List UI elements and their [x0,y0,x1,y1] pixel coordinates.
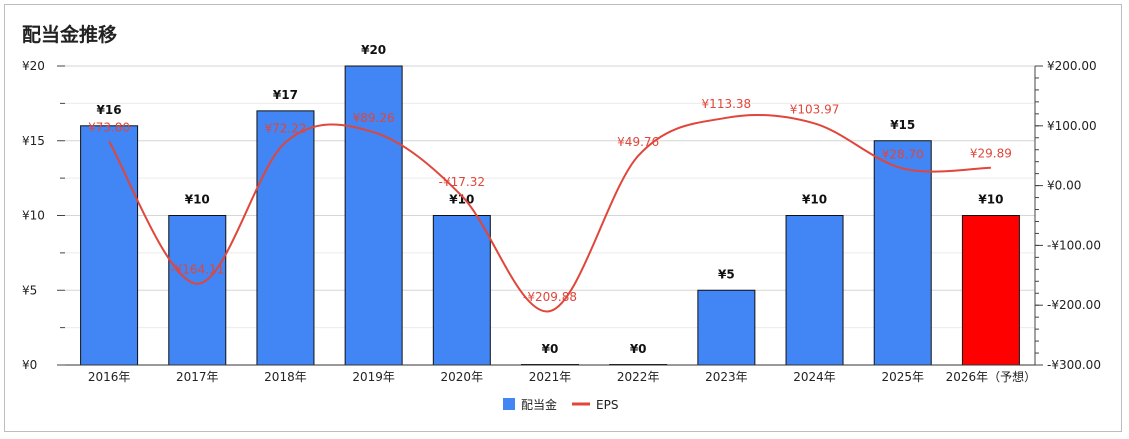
y-left-tick-label: ¥0 [22,358,37,372]
y-right-tick-label: -¥200.00 [1047,298,1101,312]
eps-data-label: -¥164.11 [170,263,224,277]
bar-data-label: ¥0 [630,342,647,356]
x-tick-label: 2025年 [881,370,924,384]
bar [697,289,756,366]
chart-title: 配当金推移 [22,24,118,46]
bar [873,140,932,366]
bar [432,215,491,366]
eps-data-label: -¥17.32 [439,175,485,189]
legend-swatch-dividend [503,398,515,410]
eps-data-label: ¥29.89 [970,147,1012,161]
x-tick-label: 2026年（予想） [946,369,1037,384]
eps-data-label: ¥113.38 [702,97,752,111]
x-tick-label: 2023年 [705,370,748,384]
bar-data-label: ¥10 [802,193,827,207]
bar [80,125,139,366]
eps-data-label: ¥89.26 [353,111,395,125]
y-left-tick-label: ¥5 [22,283,37,297]
x-tick-label: 2017年 [176,370,219,384]
y-left-tick-label: ¥20 [22,59,45,73]
bar-data-label: ¥10 [185,193,210,207]
bar [256,110,315,366]
eps-data-label: ¥49.76 [617,135,659,149]
y-right-tick-label: -¥100.00 [1047,238,1101,252]
x-tick-label: 2018年 [264,370,307,384]
y-right-tick-label: ¥200.00 [1047,59,1097,73]
bar-data-label: ¥0 [542,342,559,356]
x-tick-label: 2022年 [617,370,660,384]
y-right-tick-label: ¥0.00 [1047,179,1081,193]
bar-data-label: ¥17 [273,88,298,102]
y-left-tick-label: ¥10 [22,209,45,223]
bar-data-label: ¥10 [978,193,1003,207]
x-tick-label: 2016年 [88,370,131,384]
legend-label-eps: EPS [596,398,618,412]
eps-data-label: ¥72.22 [264,121,306,135]
legend-label-dividend: 配当金 [521,397,557,412]
eps-data-label: ¥28.70 [882,147,924,161]
bar [961,215,1020,366]
bar [785,215,844,366]
eps-data-label: -¥209.88 [523,290,577,304]
x-tick-label: 2020年 [441,370,484,384]
eps-series-line [108,114,991,313]
bar [344,65,403,366]
bar-data-label: ¥15 [890,118,915,132]
y-right-tick-label: ¥100.00 [1047,119,1097,133]
x-tick-label: 2021年 [529,370,572,384]
y-left-tick-label: ¥15 [22,134,45,148]
bar-data-label: ¥16 [97,103,122,117]
y-right-tick-label: -¥300.00 [1047,358,1101,372]
eps-data-label: ¥73.80 [88,120,130,134]
x-tick-label: 2019年 [352,370,395,384]
bar-data-label: ¥5 [718,267,735,281]
eps-data-label: ¥103.97 [790,102,840,116]
bar-data-label: ¥20 [361,43,386,57]
bar [168,215,227,366]
x-tick-label: 2024年 [793,370,836,384]
